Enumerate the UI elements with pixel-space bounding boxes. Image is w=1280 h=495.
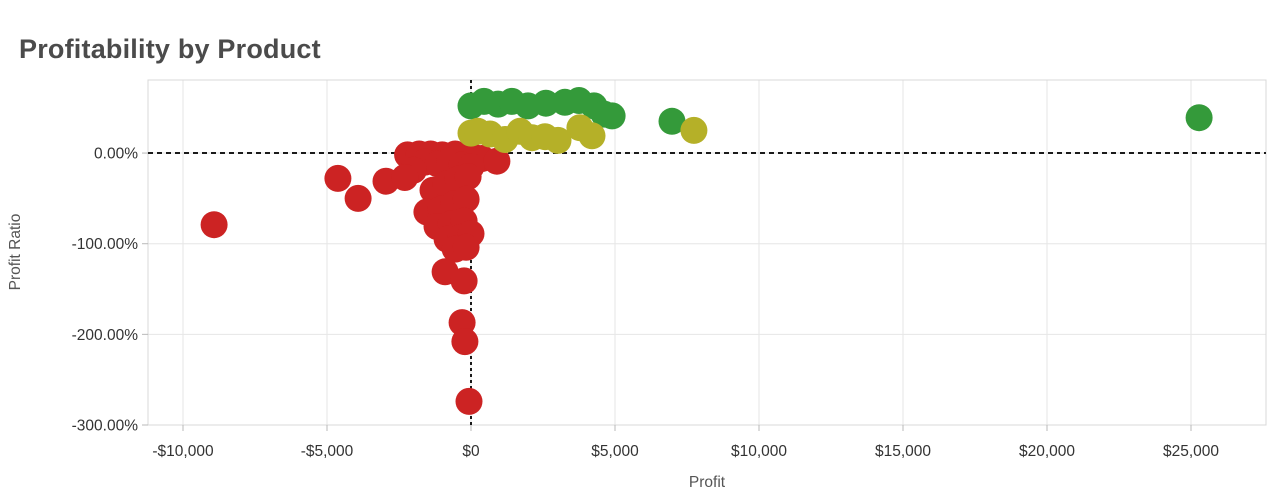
data-point[interactable] [658, 107, 686, 135]
y-tick-label: -100.00% [72, 236, 139, 253]
data-point[interactable] [532, 89, 560, 117]
x-tick-label: -$10,000 [152, 443, 214, 460]
data-point[interactable] [450, 267, 478, 295]
x-tick-label: $20,000 [1019, 443, 1075, 460]
data-point[interactable] [344, 184, 372, 212]
chart-title: Profitability by Product [19, 34, 321, 64]
x-axis-title: Profit [689, 474, 726, 491]
plot-border [147, 79, 1267, 426]
x-tick-label: $25,000 [1163, 443, 1219, 460]
data-point[interactable] [451, 328, 479, 356]
plot-area[interactable] [148, 80, 1266, 425]
data-point[interactable] [452, 185, 480, 213]
data-point[interactable] [324, 164, 352, 192]
y-tick-label: 0.00% [94, 146, 138, 163]
data-point[interactable] [578, 122, 606, 150]
data-point[interactable] [452, 233, 480, 261]
y-axis-title: Profit Ratio [7, 214, 24, 291]
plot-generated-layer: -$10,000 -$5,000 $0 $5,000 $10,000 $15,000 $20… [72, 79, 1267, 460]
data-point[interactable] [454, 163, 482, 191]
data-point[interactable] [391, 164, 419, 191]
data-point[interactable] [200, 211, 228, 239]
y-tick-label: -300.00% [72, 418, 139, 435]
data-point[interactable] [680, 116, 708, 144]
data-point[interactable] [544, 126, 572, 154]
data-point[interactable] [455, 387, 483, 415]
x-tick-label: $10,000 [731, 443, 787, 460]
x-tick-label: $0 [462, 443, 480, 460]
y-tick-label: -200.00% [72, 327, 139, 344]
x-tick-label: $15,000 [875, 443, 931, 460]
x-tick-label: $5,000 [591, 443, 639, 460]
data-point[interactable] [598, 102, 626, 130]
x-tick-label: -$5,000 [301, 443, 354, 460]
data-point[interactable] [483, 147, 511, 175]
data-point[interactable] [1185, 104, 1213, 132]
